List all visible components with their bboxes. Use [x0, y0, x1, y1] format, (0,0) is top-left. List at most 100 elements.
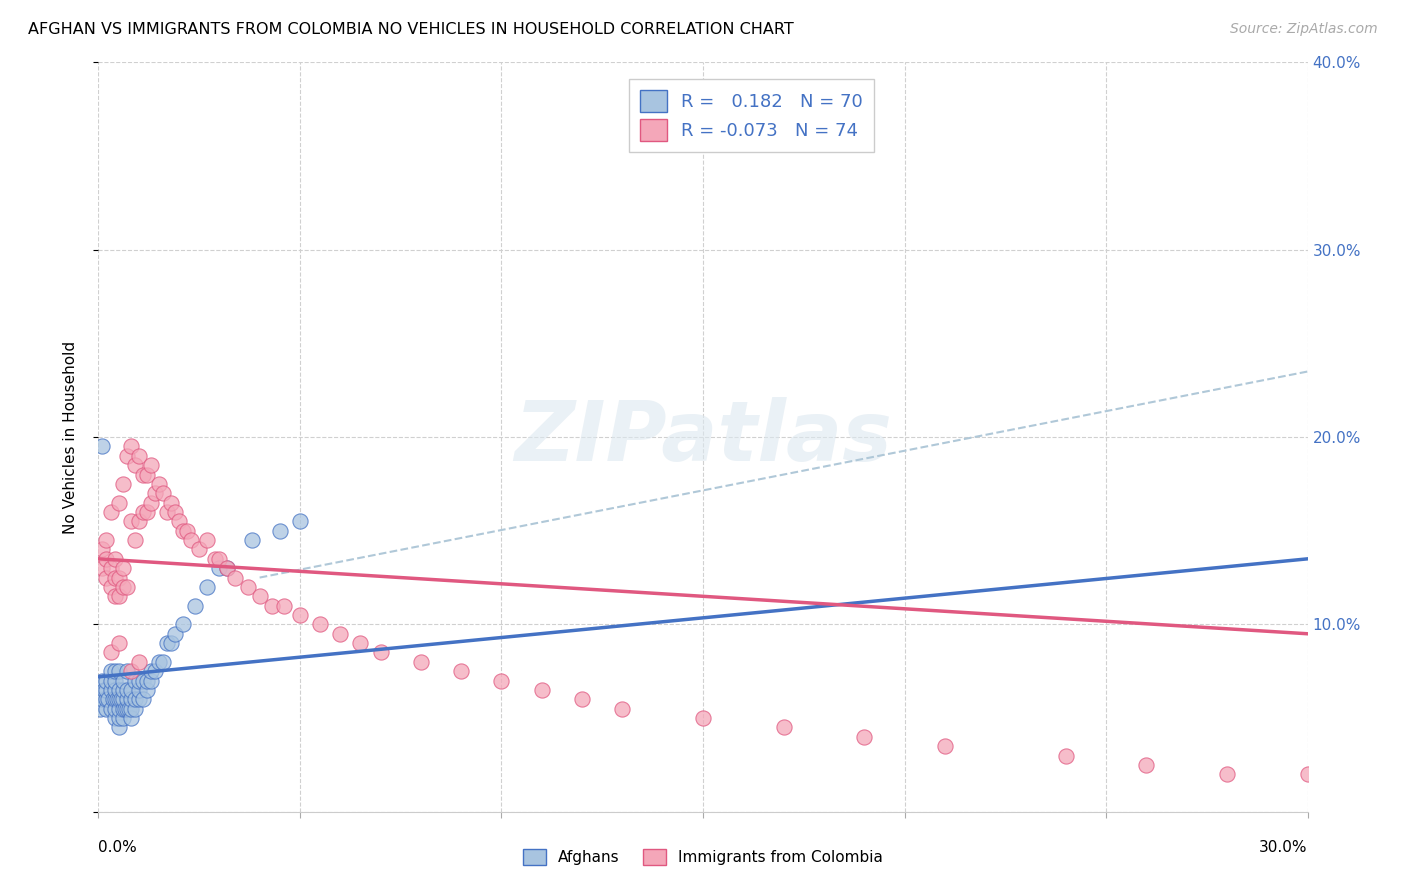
Point: [115, 692, 138, 706]
Point: [107, 636, 129, 650]
Point: [120, 692, 142, 706]
Point: [132, 505, 155, 519]
Point: [135, 467, 157, 482]
Point: [135, 673, 157, 688]
Point: [103, 701, 125, 715]
Point: [143, 664, 166, 679]
Point: [115, 683, 138, 698]
Point: [103, 692, 125, 706]
Point: [128, 514, 150, 528]
Point: [692, 711, 714, 725]
Point: [195, 533, 218, 547]
Point: [612, 701, 634, 715]
Point: [120, 683, 142, 698]
Point: [160, 496, 183, 510]
Point: [530, 683, 553, 698]
Point: [934, 739, 956, 753]
Point: [96, 683, 118, 698]
Point: [107, 664, 129, 679]
Point: [184, 599, 207, 613]
Point: [103, 673, 125, 688]
Point: [273, 599, 295, 613]
Point: [139, 458, 162, 473]
Point: [101, 692, 124, 706]
Point: [128, 655, 150, 669]
Point: [120, 701, 142, 715]
Point: [103, 590, 125, 604]
Point: [148, 655, 170, 669]
Point: [96, 571, 118, 585]
Point: [91, 673, 114, 688]
Point: [103, 551, 125, 566]
Point: [208, 561, 231, 575]
Point: [115, 701, 138, 715]
Point: [132, 692, 155, 706]
Point: [1054, 748, 1077, 763]
Point: [143, 486, 166, 500]
Point: [139, 496, 162, 510]
Point: [188, 542, 211, 557]
Point: [100, 673, 122, 688]
Point: [156, 636, 179, 650]
Point: [107, 683, 129, 698]
Point: [139, 664, 162, 679]
Text: AFGHAN VS IMMIGRANTS FROM COLOMBIA NO VEHICLES IN HOUSEHOLD CORRELATION CHART: AFGHAN VS IMMIGRANTS FROM COLOMBIA NO VE…: [28, 22, 794, 37]
Point: [89, 701, 111, 715]
Point: [152, 486, 174, 500]
Point: [772, 721, 794, 735]
Point: [124, 673, 146, 688]
Point: [148, 477, 170, 491]
Point: [96, 533, 118, 547]
Point: [249, 590, 271, 604]
Point: [128, 683, 150, 698]
Point: [450, 664, 472, 679]
Point: [139, 673, 162, 688]
Point: [128, 449, 150, 463]
Point: [100, 664, 122, 679]
Point: [1296, 767, 1319, 781]
Point: [96, 673, 118, 688]
Point: [110, 692, 132, 706]
Point: [163, 505, 186, 519]
Point: [124, 701, 146, 715]
Point: [107, 721, 129, 735]
Point: [236, 580, 259, 594]
Point: [204, 551, 226, 566]
Point: [120, 440, 142, 454]
Point: [91, 440, 114, 454]
Point: [103, 683, 125, 698]
Point: [96, 551, 118, 566]
Point: [152, 655, 174, 669]
Text: 30.0%: 30.0%: [1260, 840, 1308, 855]
Point: [107, 692, 129, 706]
Point: [96, 692, 118, 706]
Point: [135, 505, 157, 519]
Point: [370, 646, 392, 660]
Point: [105, 692, 128, 706]
Point: [269, 524, 291, 538]
Point: [172, 617, 194, 632]
Point: [111, 692, 134, 706]
Text: ZIPatlas: ZIPatlas: [515, 397, 891, 477]
Point: [217, 561, 239, 575]
Point: [111, 477, 134, 491]
Point: [111, 701, 134, 715]
Text: 0.0%: 0.0%: [98, 840, 138, 855]
Point: [103, 571, 125, 585]
Point: [288, 608, 311, 623]
Point: [172, 524, 194, 538]
Point: [111, 580, 134, 594]
Point: [217, 561, 239, 575]
Point: [120, 711, 142, 725]
Point: [180, 533, 202, 547]
Point: [103, 664, 125, 679]
Point: [128, 692, 150, 706]
Point: [91, 692, 114, 706]
Point: [853, 730, 876, 744]
Legend: R =   0.182   N = 70, R = -0.073   N = 74: R = 0.182 N = 70, R = -0.073 N = 74: [628, 79, 875, 152]
Point: [93, 683, 115, 698]
Point: [124, 692, 146, 706]
Point: [349, 636, 371, 650]
Point: [120, 514, 142, 528]
Point: [100, 683, 122, 698]
